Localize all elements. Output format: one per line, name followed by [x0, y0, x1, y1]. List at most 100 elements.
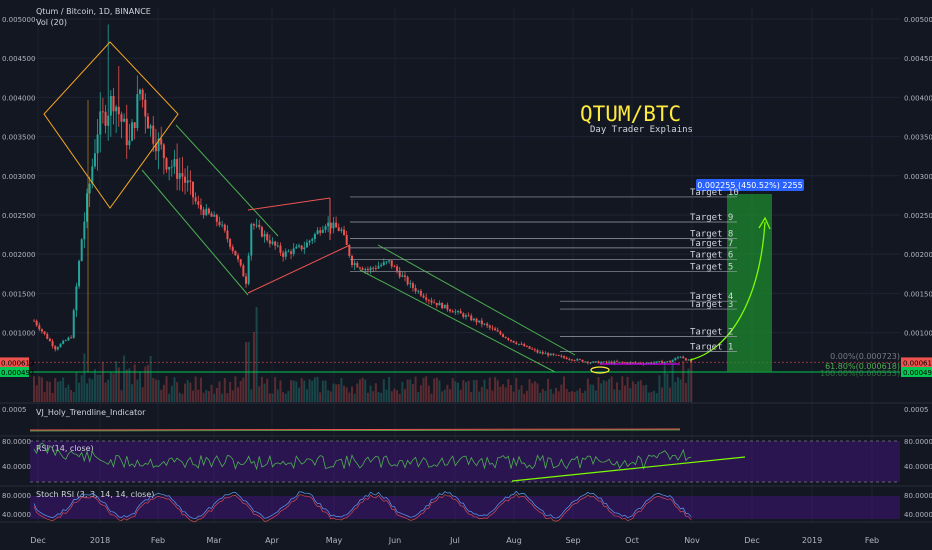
volume-bar	[78, 382, 81, 402]
right-price-tick: 0.004500	[904, 55, 932, 63]
candle	[255, 218, 258, 229]
candle	[385, 260, 388, 265]
target-label: Target 1	[690, 342, 733, 352]
volume-bar	[75, 372, 78, 402]
candle	[414, 284, 417, 294]
candle	[131, 118, 134, 142]
rsi-tick-40-left: 40.0000	[2, 463, 31, 471]
candle	[305, 239, 308, 248]
volume-bar	[51, 392, 54, 402]
candle-body	[75, 286, 78, 311]
candle-body	[690, 359, 693, 363]
volume-bar	[541, 389, 544, 402]
volume-bar	[586, 378, 589, 402]
candle	[570, 359, 573, 362]
candle-body	[626, 362, 629, 364]
volume-bar	[568, 392, 571, 402]
volume-bar	[446, 384, 449, 402]
candle	[239, 258, 242, 268]
rsi-trendline	[511, 456, 746, 482]
candle	[616, 359, 618, 363]
candle	[194, 192, 197, 205]
candle-body	[101, 111, 104, 113]
candle	[112, 87, 115, 125]
candle	[173, 149, 176, 175]
candles	[33, 24, 693, 366]
candle	[234, 250, 237, 256]
volume-bar	[430, 393, 433, 402]
candle	[40, 328, 43, 334]
right-price-tick: 0.005000	[904, 16, 932, 24]
volume-bar	[131, 384, 134, 402]
projection-arrowhead	[758, 216, 771, 230]
volume-bar	[528, 379, 531, 402]
candle	[417, 289, 420, 294]
candle-body	[631, 362, 634, 364]
candle	[682, 355, 685, 359]
candle-body	[149, 125, 152, 129]
time-axis-label: 2019	[802, 536, 822, 545]
volume-bar	[215, 387, 218, 402]
candle	[565, 356, 568, 360]
candle	[329, 222, 332, 234]
volume-bar	[449, 389, 452, 402]
candle	[449, 308, 452, 313]
candle-body	[117, 106, 120, 115]
candle-body	[676, 357, 679, 359]
volume-bar	[197, 389, 200, 402]
candle	[88, 176, 91, 208]
volume-bar	[324, 380, 327, 402]
volume-bar	[398, 393, 401, 402]
candle	[324, 224, 327, 233]
candle-body	[67, 337, 70, 341]
volume-bar	[93, 369, 96, 402]
candle	[337, 223, 340, 232]
volume-bar	[282, 392, 285, 402]
volume-bar	[308, 379, 311, 402]
candle	[226, 225, 229, 243]
candle-body	[91, 166, 94, 184]
projection-arrow	[689, 221, 766, 361]
volume-bar	[295, 381, 298, 402]
left-price-tick: 0.002500	[2, 212, 35, 220]
candle-body	[252, 224, 255, 226]
candle-body	[234, 250, 237, 256]
candle	[401, 271, 404, 278]
volume-bar	[666, 373, 669, 402]
stoch-tick-80-left: 80.0000	[2, 492, 31, 500]
candle	[266, 231, 269, 243]
volume-bar	[237, 387, 240, 402]
candle	[186, 165, 189, 192]
candle-body	[425, 297, 428, 300]
candle	[478, 320, 481, 324]
volume-bar	[189, 382, 192, 402]
volume-bar	[348, 392, 351, 402]
candle	[279, 242, 282, 256]
volume-bar	[457, 382, 459, 402]
volume-bar	[287, 390, 290, 402]
candle	[146, 113, 149, 129]
candle-body	[327, 222, 330, 227]
candle	[557, 354, 560, 357]
volume-bar	[393, 388, 396, 402]
candle	[223, 223, 226, 233]
candle-body	[197, 201, 200, 205]
volume-bar	[669, 387, 671, 402]
candle-body	[356, 263, 359, 268]
candle-body	[298, 245, 300, 247]
candle-body	[581, 359, 584, 362]
candle-body	[46, 333, 49, 339]
candle	[446, 302, 449, 312]
candle	[454, 308, 457, 315]
candle-body	[616, 361, 618, 363]
candle-body	[602, 361, 605, 363]
projection-badge: 0.002255 (450.52%) 2255	[697, 181, 802, 190]
volume-bar	[682, 360, 685, 402]
volume-bar	[43, 391, 46, 402]
volume-bar	[186, 380, 189, 402]
candle-body	[539, 352, 542, 353]
volume-bar	[690, 362, 693, 402]
target-label: Target 9	[690, 213, 733, 223]
candle	[120, 111, 123, 139]
